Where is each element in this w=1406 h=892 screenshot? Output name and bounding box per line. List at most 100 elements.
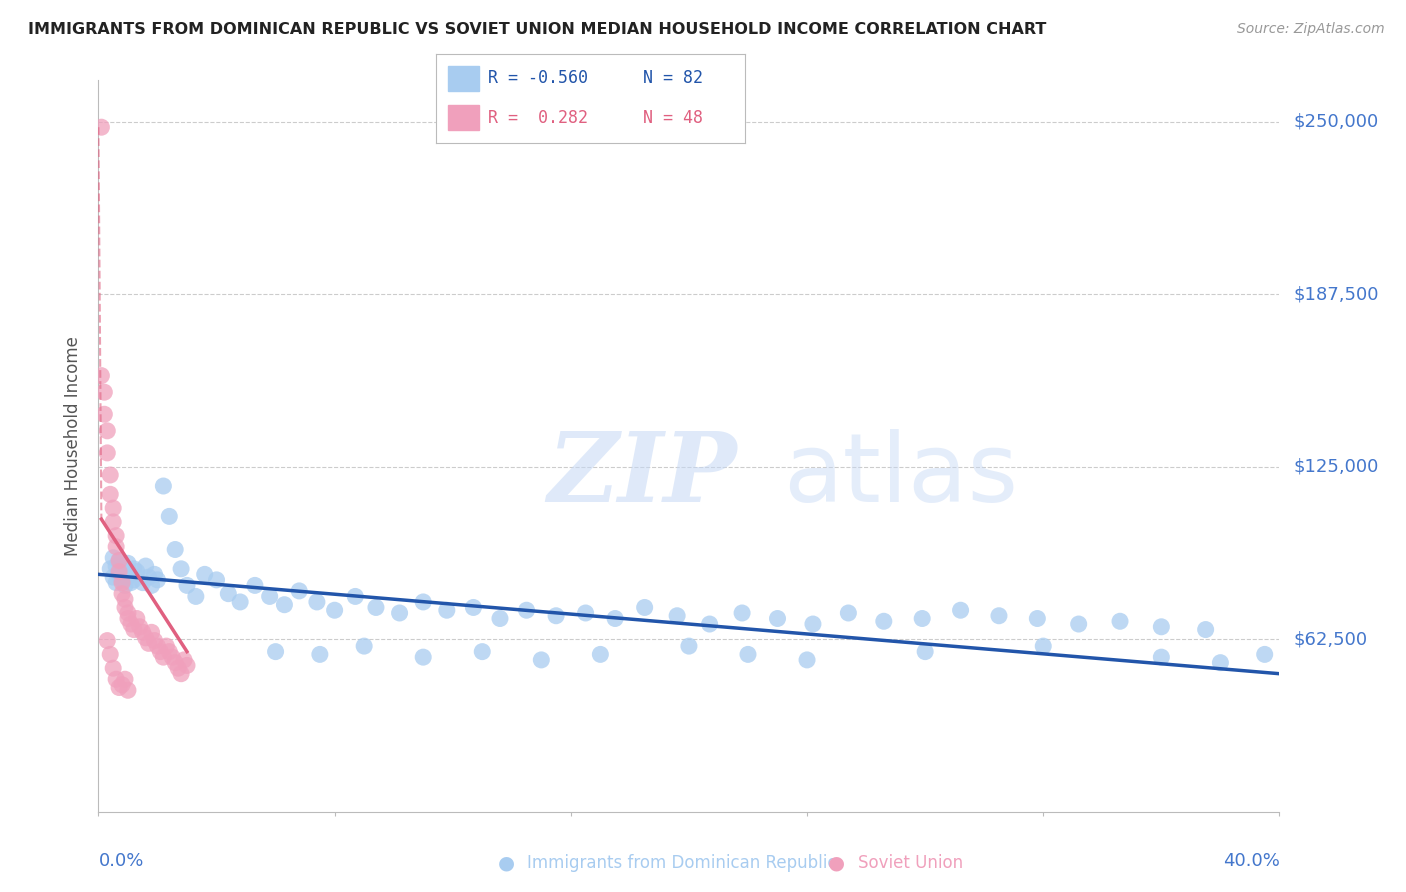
Text: Source: ZipAtlas.com: Source: ZipAtlas.com — [1237, 22, 1385, 37]
Bar — [449, 105, 479, 130]
Point — [103, 501, 125, 516]
Point — [574, 606, 596, 620]
Point — [105, 575, 128, 590]
Point — [1109, 614, 1132, 628]
Point — [117, 557, 139, 571]
Point — [305, 595, 328, 609]
Point — [122, 573, 145, 587]
Point — [796, 653, 818, 667]
Point — [155, 639, 177, 653]
Point — [911, 611, 934, 625]
Point — [141, 625, 163, 640]
Text: ●: ● — [498, 854, 515, 872]
Point — [914, 645, 936, 659]
Point — [149, 645, 172, 659]
Text: N = 48: N = 48 — [643, 109, 703, 127]
Point — [678, 639, 700, 653]
Point — [120, 575, 142, 590]
Point — [135, 559, 157, 574]
Point — [114, 578, 136, 592]
Point — [114, 672, 136, 686]
Point — [162, 650, 183, 665]
Point — [120, 567, 142, 582]
Point — [184, 590, 207, 604]
Point — [436, 603, 458, 617]
Point — [157, 645, 180, 659]
Point — [364, 600, 387, 615]
Point — [699, 617, 721, 632]
Point — [108, 567, 131, 582]
Point — [544, 608, 567, 623]
Point — [152, 650, 174, 665]
Text: IMMIGRANTS FROM DOMINICAN REPUBLIC VS SOVIET UNION MEDIAN HOUSEHOLD INCOME CORRE: IMMIGRANTS FROM DOMINICAN REPUBLIC VS SO… — [28, 22, 1046, 37]
Point — [103, 515, 125, 529]
Point — [176, 658, 198, 673]
Point — [323, 603, 346, 617]
Point — [353, 639, 375, 653]
Text: ZIP: ZIP — [547, 428, 737, 522]
Point — [589, 648, 612, 662]
Point — [152, 479, 174, 493]
Point — [471, 645, 494, 659]
Point — [412, 595, 434, 609]
Point — [96, 446, 118, 460]
Point — [103, 550, 125, 565]
Point — [111, 587, 134, 601]
Point — [105, 672, 128, 686]
Point — [111, 562, 134, 576]
Point — [117, 611, 139, 625]
Point — [108, 681, 131, 695]
Text: 40.0%: 40.0% — [1223, 852, 1279, 870]
Text: Immigrants from Dominican Republic: Immigrants from Dominican Republic — [527, 855, 837, 872]
Point — [105, 529, 128, 543]
Text: N = 82: N = 82 — [643, 70, 703, 87]
Point — [170, 666, 193, 681]
Point — [98, 562, 121, 576]
Point — [194, 567, 217, 582]
Point — [205, 573, 228, 587]
Point — [111, 573, 134, 587]
Text: atlas: atlas — [783, 429, 1018, 522]
Point — [125, 611, 148, 625]
Bar — [449, 66, 479, 91]
Point — [114, 565, 136, 579]
Point — [120, 617, 142, 632]
Point — [1067, 617, 1090, 632]
Point — [412, 650, 434, 665]
Point — [1254, 648, 1277, 662]
Point — [309, 648, 332, 662]
Point — [93, 385, 115, 400]
Point — [114, 592, 136, 607]
Point — [135, 631, 157, 645]
Point — [288, 583, 311, 598]
Point — [146, 573, 169, 587]
Point — [105, 540, 128, 554]
Point — [243, 578, 266, 592]
Point — [114, 600, 136, 615]
Point — [157, 509, 180, 524]
Point — [132, 575, 155, 590]
Point — [176, 578, 198, 592]
Point — [122, 623, 145, 637]
Point — [96, 424, 118, 438]
Point — [122, 562, 145, 576]
Point — [93, 407, 115, 421]
Point — [170, 562, 193, 576]
Text: $187,500: $187,500 — [1294, 285, 1379, 303]
Point — [108, 565, 131, 579]
Point — [103, 570, 125, 584]
Point — [143, 567, 166, 582]
Point — [801, 617, 824, 632]
Point — [530, 653, 553, 667]
Text: R = -0.560: R = -0.560 — [488, 70, 589, 87]
Point — [111, 575, 134, 590]
Text: Soviet Union: Soviet Union — [858, 855, 963, 872]
Point — [1195, 623, 1218, 637]
Text: 0.0%: 0.0% — [98, 852, 143, 870]
Point — [125, 565, 148, 579]
Point — [259, 590, 281, 604]
Point — [344, 590, 367, 604]
Point — [463, 600, 485, 615]
Point — [949, 603, 972, 617]
Point — [165, 542, 187, 557]
